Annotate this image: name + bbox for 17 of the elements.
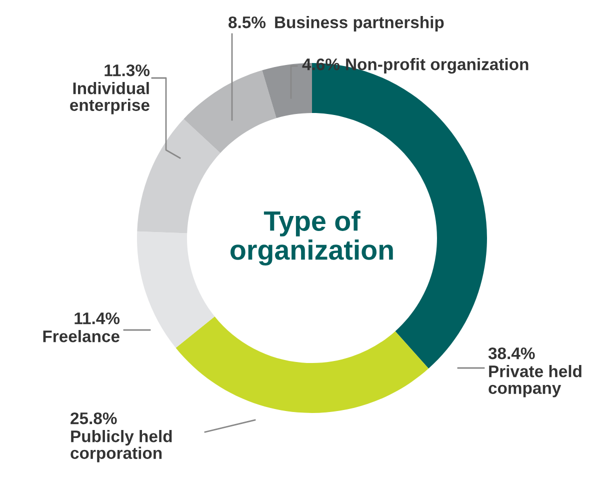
donut-slice [137,119,220,234]
data-label: 8.5% [228,16,266,28]
slice-label: Publicly held corporation [70,430,172,462]
donut-slice [184,70,276,154]
slice-label: Private held company [488,365,582,398]
data-label: 11.4% [74,312,120,324]
data-label: 38.4% [488,347,535,360]
slice-label: Non-profit organization [346,58,528,74]
slice-label: Freelance [43,330,120,342]
data-label: 11.3% [104,64,150,76]
data-label: 4.6% [302,58,340,70]
text: Type of organization [230,210,393,266]
data-label: 25.8% [70,412,117,424]
slice-label: Business partnership [275,16,444,32]
donut-slice [137,231,215,348]
slice-label: Individual enterprise [70,82,150,114]
donut-slice [176,316,429,413]
